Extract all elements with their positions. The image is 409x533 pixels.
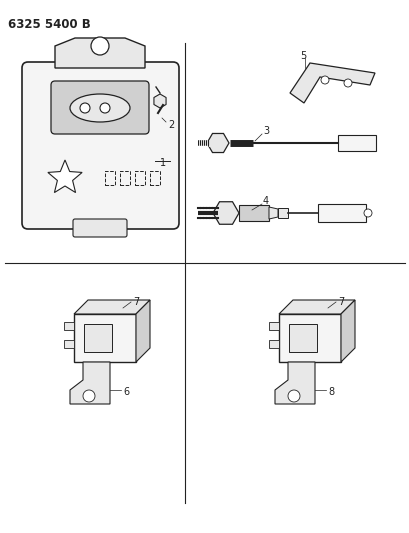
Polygon shape: [70, 362, 110, 404]
Polygon shape: [74, 300, 150, 314]
Circle shape: [287, 390, 299, 402]
Circle shape: [91, 37, 109, 55]
Text: 1: 1: [160, 158, 166, 168]
Polygon shape: [207, 133, 229, 152]
Polygon shape: [48, 160, 82, 192]
Bar: [288, 324, 316, 352]
Bar: [84, 324, 112, 352]
Circle shape: [80, 103, 90, 113]
Polygon shape: [268, 207, 277, 219]
Polygon shape: [278, 300, 354, 314]
Text: 5: 5: [299, 51, 306, 61]
Polygon shape: [55, 38, 145, 68]
Circle shape: [343, 79, 351, 87]
Text: 2: 2: [168, 120, 174, 130]
Bar: [74, 314, 136, 362]
Bar: [64, 340, 74, 348]
Polygon shape: [340, 300, 354, 362]
Bar: [105, 171, 115, 185]
Text: 8: 8: [327, 387, 333, 397]
Bar: [268, 340, 278, 348]
FancyBboxPatch shape: [73, 219, 127, 237]
Bar: [120, 171, 130, 185]
Text: 7: 7: [133, 297, 139, 307]
Text: 3: 3: [262, 126, 268, 136]
Bar: [337, 135, 375, 151]
Bar: [64, 322, 74, 330]
Polygon shape: [274, 362, 314, 404]
Bar: [277, 208, 287, 218]
Circle shape: [363, 209, 371, 217]
Circle shape: [83, 390, 95, 402]
Polygon shape: [289, 63, 374, 103]
Polygon shape: [153, 94, 166, 108]
Text: 7: 7: [337, 297, 344, 307]
Bar: [268, 322, 278, 330]
Bar: [150, 171, 160, 185]
Circle shape: [320, 76, 328, 84]
FancyBboxPatch shape: [22, 62, 179, 229]
FancyBboxPatch shape: [51, 81, 148, 134]
Text: 4: 4: [262, 196, 268, 206]
Circle shape: [100, 103, 110, 113]
Bar: [238, 205, 268, 221]
Polygon shape: [213, 202, 238, 224]
Ellipse shape: [70, 94, 130, 122]
Polygon shape: [136, 300, 150, 362]
Text: 6: 6: [123, 387, 129, 397]
Bar: [135, 171, 145, 185]
Bar: [278, 314, 340, 362]
Bar: [317, 204, 365, 222]
Text: 6325 5400 B: 6325 5400 B: [8, 18, 90, 31]
